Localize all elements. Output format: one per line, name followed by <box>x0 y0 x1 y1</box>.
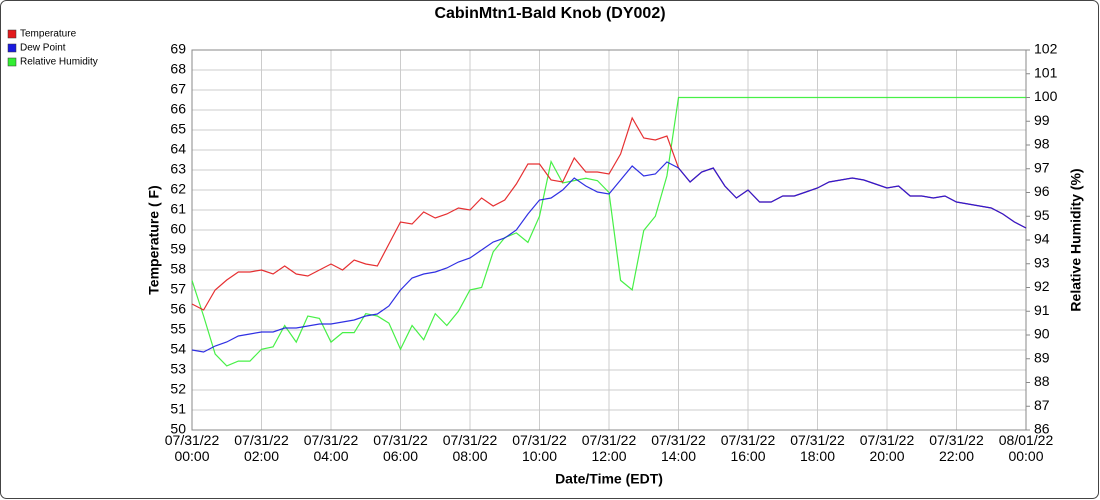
y2-tick-label: 101 <box>1034 64 1058 80</box>
x-tick-label: 07/31/22 20:00 <box>859 432 915 464</box>
y2-tick-label: 100 <box>1034 88 1058 104</box>
y2-tick-label: 92 <box>1034 278 1050 294</box>
y-axis-title: Temperature ( F) <box>146 185 162 294</box>
y-tick-label: 57 <box>170 281 186 297</box>
y-tick-label: 65 <box>170 121 186 137</box>
y2-tick-label: 89 <box>1034 349 1050 365</box>
x-tick-label: 07/31/22 06:00 <box>373 432 428 464</box>
y2-tick-label: 96 <box>1034 183 1050 199</box>
y-tick-label: 63 <box>170 161 186 177</box>
y2-tick-label: 102 <box>1034 41 1058 57</box>
legend-label: Dew Point <box>20 43 66 54</box>
y-tick-label: 60 <box>170 221 186 237</box>
x-tick-label: 07/31/22 08:00 <box>442 432 498 464</box>
y-tick-label: 61 <box>170 201 186 217</box>
y-tick-label: 66 <box>170 101 186 117</box>
x-tick-label: 07/31/22 22:00 <box>929 432 984 464</box>
y-tick-label: 50 <box>170 421 186 437</box>
x-tick-label: 07/31/22 10:00 <box>512 432 567 464</box>
y-tick-label: 69 <box>170 41 186 57</box>
y-tick-label: 54 <box>170 341 186 357</box>
x-tick-label: 08/01/22 00:00 <box>998 432 1054 464</box>
x-axis-title: Date/Time (EDT) <box>555 471 663 487</box>
y-tick-label: 67 <box>170 81 186 97</box>
x-tick-label: 07/31/22 04:00 <box>303 432 359 464</box>
y2-tick-label: 94 <box>1034 231 1050 247</box>
y2-tick-label: 87 <box>1034 397 1050 413</box>
y2-tick-label: 95 <box>1034 207 1050 223</box>
y-tick-label: 64 <box>170 141 186 157</box>
x-tick-label: 07/31/22 00:00 <box>164 432 220 464</box>
y2-axis-title: Relative Humidity (%) <box>1068 168 1084 311</box>
series-line <box>191 161 1027 353</box>
y2-tick-label: 93 <box>1034 254 1050 270</box>
series-line <box>191 96 1026 367</box>
y-tick-label: 56 <box>170 301 186 317</box>
y2-tick-label: 98 <box>1034 136 1050 152</box>
x-tick-label: 07/31/22 18:00 <box>790 432 845 464</box>
y2-tick-label: 97 <box>1034 159 1050 175</box>
legend-swatch <box>7 29 17 39</box>
legend-label: Temperature <box>20 29 77 40</box>
x-tick-label: 07/31/22 14:00 <box>651 432 706 464</box>
chart-title: CabinMtn1-Bald Knob (DY002) <box>434 5 665 22</box>
x-tick-label: 07/31/22 02:00 <box>234 432 289 464</box>
y2-tick-label: 99 <box>1034 112 1050 128</box>
y-tick-label: 59 <box>170 241 186 257</box>
plot-border <box>191 49 1027 431</box>
y-tick-label: 53 <box>170 361 186 377</box>
y-tick-label: 52 <box>170 381 186 397</box>
y-tick-label: 62 <box>170 181 186 197</box>
y2-tick-label: 88 <box>1034 373 1050 389</box>
y-tick-label: 68 <box>170 61 186 77</box>
y2-tick-label: 90 <box>1034 326 1050 342</box>
legend-label: Relative Humidity <box>20 57 98 68</box>
y2-tick-label: 86 <box>1034 421 1050 437</box>
y-tick-label: 55 <box>170 321 186 337</box>
x-tick-label: 07/31/22 16:00 <box>720 432 776 464</box>
legend-swatch <box>7 43 17 53</box>
y-tick-label: 51 <box>170 401 186 417</box>
y-tick-label: 58 <box>170 261 186 277</box>
y2-tick-label: 91 <box>1034 302 1050 318</box>
legend-swatch <box>7 57 17 67</box>
x-tick-label: 07/31/22 12:00 <box>581 432 637 464</box>
